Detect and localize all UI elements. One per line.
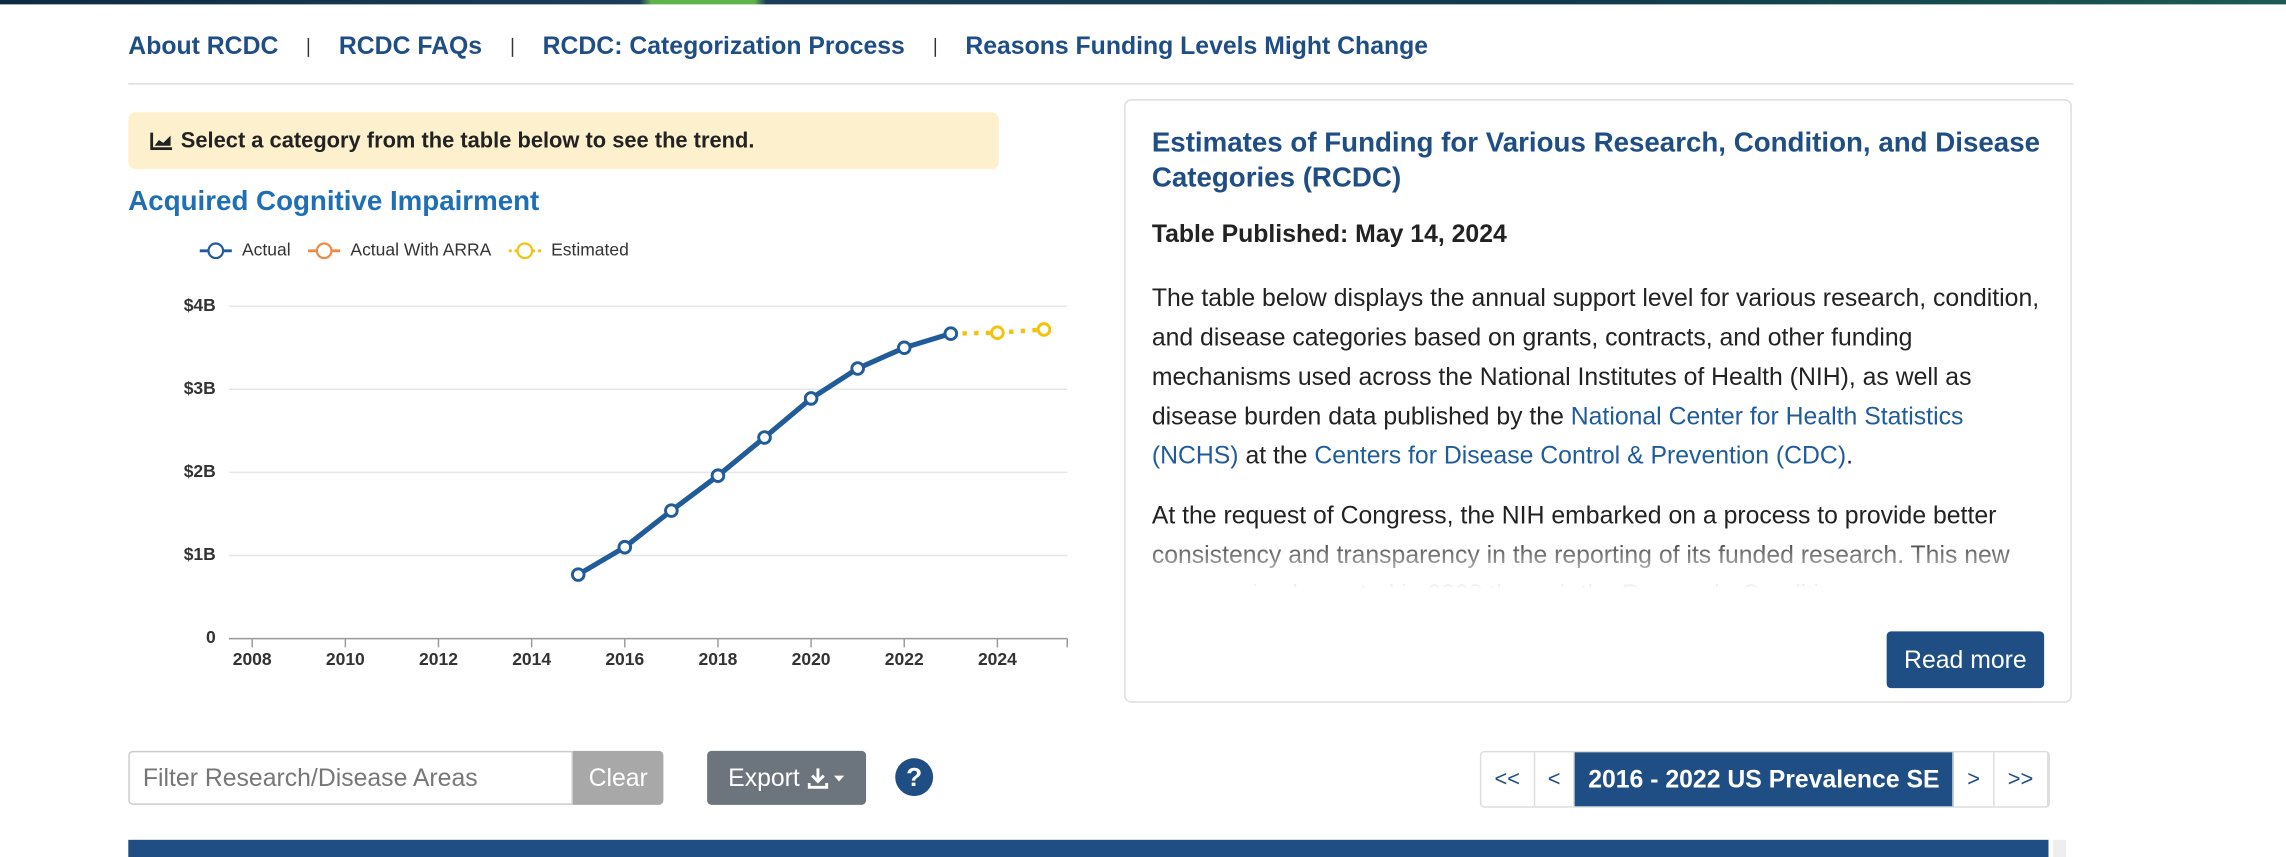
legend-marker [315,242,333,260]
legend-marker [516,242,534,260]
series-line [576,331,952,577]
y-tick-label: $2B [184,461,216,481]
data-point [1036,322,1052,337]
alert-text: Select a category from the table below t… [180,128,755,154]
divider [128,83,2074,85]
series-line [950,327,1045,336]
data-point [803,391,819,406]
x-tick-label: 2010 [326,649,365,669]
link[interactable]: National Center for Health Statistics (N… [1151,402,1964,470]
data-point [570,567,586,582]
pager-button[interactable]: 2016 - 2022 US Prevalence SE [1575,752,1955,807]
data-point [617,539,633,555]
chart-title: Acquired Cognitive Impairment [128,186,540,218]
nav: About RCDC RCDC FAQs RCDC: Categorization … [128,32,1428,61]
paragraph: At the request of Congress, the NIH emba… [1151,501,2010,589]
alert: Select a category from the table below t… [128,112,999,170]
data-point [896,340,912,356]
x-tick-label: 2008 [233,649,272,669]
panel-title: Estimates of Funding for Various Researc… [1151,128,2041,194]
export-button[interactable]: Export [707,750,867,805]
pager-button[interactable]: << [1481,752,1535,807]
table-header [128,839,2049,857]
data-point [664,503,679,518]
chart-icon [150,132,173,151]
published-date: Table Published: May 14, 2024 [1151,220,1507,248]
pager-button[interactable]: > [1954,752,1995,807]
link[interactable]: Centers for Disease Control & Prevention… [1314,441,1847,470]
data-point [943,326,959,341]
scrollbar [2052,839,2066,857]
clear-button[interactable]: Clear [572,750,664,805]
y-tick-label: $3B [184,378,216,398]
export-label: Export [728,763,800,791]
separator [511,37,514,57]
data-point [710,468,726,484]
text: . [1846,441,1853,470]
x-tick-label: 2024 [978,649,1017,669]
paragraph: The table below displays the annual supp… [1152,278,2044,475]
legend-label: Actual [242,239,291,259]
x-tick-label: 2016 [605,649,644,669]
read-more-button[interactable]: Read more [1886,631,2045,689]
legend-label: Estimated [551,239,629,259]
filter-input[interactable] [128,750,573,805]
nav-link[interactable]: RCDC: Categorization Process [542,32,905,60]
legend-marker [207,242,225,260]
text: at the [1238,441,1315,470]
nav-link[interactable]: About RCDC [128,32,279,60]
pager-button[interactable]: >> [1995,752,2048,807]
nav-link[interactable]: RCDC FAQs [338,32,483,60]
y-tick-label: 0 [206,627,216,647]
data-point [990,325,1005,341]
pager-button[interactable]: < [1535,752,1576,807]
y-tick-label: $4B [184,295,216,315]
x-tick-label: 2012 [419,649,458,669]
data-point [757,430,772,445]
export-icon [807,767,844,789]
x-tick-label: 2014 [512,649,551,669]
nav-link[interactable]: Reasons Funding Levels Might Change [965,32,1429,60]
x-tick-label: 2020 [792,649,831,669]
top-bar [0,0,2286,5]
chart: 0 $1B $2B $3B $4B 2008 2010 2012 2014 2016 2018 202… [184,239,1068,669]
help-button[interactable]: ? [895,758,934,797]
text: The table below displays the annual supp… [1151,284,2040,431]
separator [933,37,937,57]
x-tick-label: 2018 [698,649,737,669]
info-panel: Estimates of Funding for Various Researc… [1124,99,2072,703]
y-tick-label: $1B [184,544,216,564]
legend-label: Actual With ARRA [350,239,491,259]
separator [307,37,310,57]
x-tick-label: 2022 [885,649,924,669]
data-point [850,361,865,376]
pager: << <2016 - 2022 US Prevalence SE > >> [1479,750,2050,808]
